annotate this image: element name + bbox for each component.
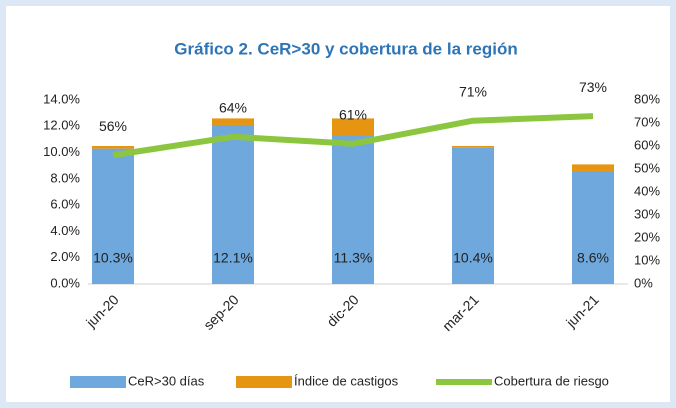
y2-tick-label: 70%: [634, 114, 660, 129]
y-tick-label: 10.0%: [43, 144, 80, 159]
y-tick-label: 6.0%: [50, 197, 80, 212]
data-label: 73%: [579, 79, 607, 95]
data-label: 61%: [339, 106, 367, 122]
bar: [332, 135, 374, 284]
data-label: 11.3%: [334, 250, 373, 266]
x-tick-label: dic-20: [323, 291, 361, 329]
x-tick-label: sep-20: [200, 291, 242, 333]
y-tick-label: 8.0%: [50, 170, 80, 185]
bar: [572, 164, 614, 171]
legend-swatch: [236, 376, 292, 388]
data-label: 64%: [219, 100, 247, 116]
y2-tick-label: 30%: [634, 206, 660, 221]
y2-tick-label: 40%: [634, 183, 660, 198]
legend-label: Cobertura de riesgo: [494, 373, 609, 388]
y2-tick-label: 60%: [634, 137, 660, 152]
y2-tick-label: 50%: [634, 160, 660, 175]
bar: [452, 146, 494, 148]
x-tick-label: mar-21: [439, 291, 482, 334]
legend-label: Índice de castigos: [294, 373, 399, 388]
bar: [452, 147, 494, 284]
line: [112, 113, 594, 159]
legend-swatch: [70, 376, 126, 388]
bar: [92, 148, 134, 284]
y2-tick-label: 20%: [634, 229, 660, 244]
chart-title: Gráfico 2. CeR>30 y cobertura de la regi…: [174, 39, 517, 58]
legend-label: CeR>30 días: [128, 373, 205, 388]
data-label: 8.6%: [577, 250, 609, 266]
y2-tick-label: 80%: [634, 91, 660, 106]
data-label: 10.3%: [93, 250, 133, 266]
bar: [332, 118, 374, 136]
y-tick-label: 12.0%: [43, 118, 80, 133]
bar: [212, 124, 254, 284]
bar: [572, 170, 614, 284]
data-label: 10.4%: [453, 250, 493, 266]
y-tick-label: 2.0%: [50, 249, 80, 264]
bar: [92, 146, 134, 149]
y2-tick-label: 0%: [634, 275, 653, 290]
x-tick-label: jun-20: [82, 291, 122, 331]
y-tick-label: 0.0%: [50, 275, 80, 290]
data-label: 71%: [459, 83, 487, 99]
y-tick-label: 14.0%: [43, 91, 80, 106]
y-tick-label: 4.0%: [50, 223, 80, 238]
data-label: 56%: [99, 118, 127, 134]
data-label: 12.1%: [213, 250, 253, 266]
bar: [212, 118, 254, 125]
y2-tick-label: 10%: [634, 252, 660, 267]
x-tick-label: jun-21: [562, 291, 602, 331]
